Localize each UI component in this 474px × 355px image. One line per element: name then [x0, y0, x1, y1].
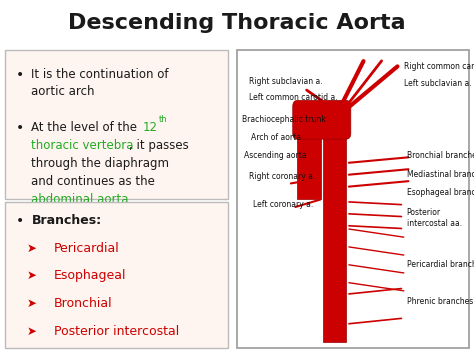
- Text: Phrenic branches: Phrenic branches: [407, 297, 473, 306]
- Text: Posterior intercostal: Posterior intercostal: [54, 324, 179, 338]
- Text: 12: 12: [143, 121, 158, 134]
- Text: Descending Thoracic Aorta: Descending Thoracic Aorta: [68, 13, 406, 33]
- Text: Branches:: Branches:: [31, 214, 101, 227]
- FancyBboxPatch shape: [297, 124, 320, 199]
- Text: Esophageal: Esophageal: [54, 269, 126, 282]
- Text: ➤: ➤: [27, 269, 37, 282]
- Text: and continues as the: and continues as the: [31, 175, 155, 188]
- Text: Left common carotid a.: Left common carotid a.: [248, 93, 337, 102]
- Text: Right common carotid a.: Right common carotid a.: [404, 62, 474, 71]
- Text: Bronchial branches: Bronchial branches: [407, 151, 474, 160]
- Text: Right coronary a.: Right coronary a.: [248, 172, 315, 181]
- FancyBboxPatch shape: [237, 50, 469, 348]
- Text: •: •: [16, 67, 24, 82]
- Text: abdominal aorta: abdominal aorta: [31, 193, 129, 206]
- Text: ➤: ➤: [27, 324, 37, 338]
- Text: Left subclavian a.: Left subclavian a.: [404, 80, 472, 88]
- FancyBboxPatch shape: [5, 50, 228, 199]
- Text: Left coronary a.: Left coronary a.: [253, 200, 313, 209]
- Text: through the diaphragm: through the diaphragm: [31, 157, 170, 170]
- Text: Bronchial: Bronchial: [54, 297, 112, 310]
- Text: th: th: [158, 115, 167, 124]
- Text: At the level of the: At the level of the: [31, 121, 141, 134]
- Text: Posterior
intercostal aa.: Posterior intercostal aa.: [407, 208, 462, 228]
- Text: ➤: ➤: [27, 297, 37, 310]
- Text: thoracic vertebra: thoracic vertebra: [31, 139, 134, 152]
- Text: Ascending aorta: Ascending aorta: [244, 151, 307, 160]
- Text: Mediastinal branches: Mediastinal branches: [407, 170, 474, 179]
- Text: Pericardial: Pericardial: [54, 242, 119, 255]
- Text: Brachiocephalic trunk: Brachiocephalic trunk: [242, 115, 326, 124]
- Text: Right subclavian a.: Right subclavian a.: [248, 77, 322, 86]
- Text: •: •: [16, 214, 24, 228]
- Text: , it passes: , it passes: [129, 139, 189, 152]
- FancyBboxPatch shape: [323, 127, 346, 342]
- Text: •: •: [16, 121, 24, 135]
- Text: ➤: ➤: [27, 242, 37, 255]
- Text: It is the continuation of
aortic arch: It is the continuation of aortic arch: [31, 67, 169, 98]
- Text: Pericardial branches: Pericardial branches: [407, 260, 474, 269]
- FancyBboxPatch shape: [293, 100, 351, 139]
- Text: Arch of aorta: Arch of aorta: [251, 133, 301, 142]
- Text: Esophageal branches: Esophageal branches: [407, 189, 474, 197]
- FancyBboxPatch shape: [5, 202, 228, 348]
